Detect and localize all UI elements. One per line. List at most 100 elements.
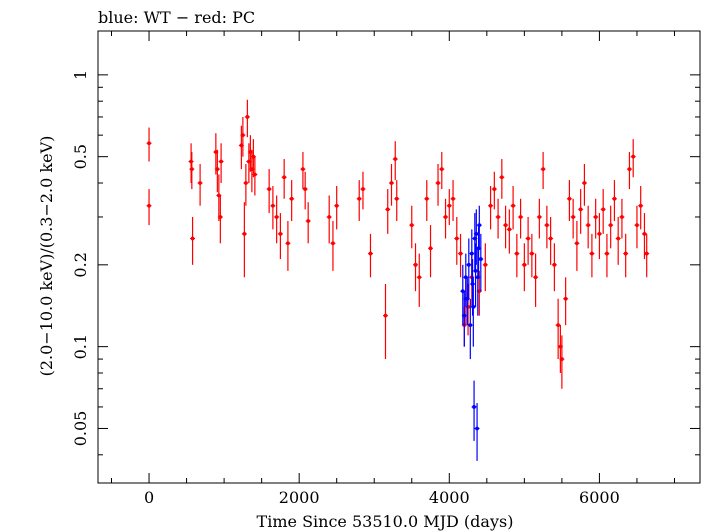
data-point <box>514 251 519 256</box>
data-point <box>631 154 636 159</box>
y-tick-label: 0.1 <box>71 334 90 359</box>
data-point <box>471 305 476 309</box>
data-point <box>282 175 287 180</box>
data-point <box>642 231 647 236</box>
data-point <box>511 203 515 208</box>
series-wt <box>460 205 484 461</box>
data-point <box>472 405 476 409</box>
data-point <box>474 231 479 236</box>
data-point <box>303 187 308 191</box>
data-point <box>526 236 531 241</box>
data-point <box>468 323 473 328</box>
data-point <box>477 223 482 228</box>
data-point <box>644 251 649 256</box>
data-point <box>190 236 195 241</box>
data-point <box>616 236 621 241</box>
data-point <box>533 275 538 280</box>
plot-area <box>146 99 650 461</box>
data-point <box>417 275 422 280</box>
data-point <box>492 187 497 191</box>
data-point <box>218 215 223 219</box>
y-axis-label: (2.0−10.0 keV)/(0.3−2.0 keV) <box>37 136 56 377</box>
data-point <box>424 196 429 201</box>
data-point <box>571 215 576 219</box>
data-point <box>243 181 248 185</box>
data-point <box>198 181 202 185</box>
data-point <box>443 215 448 219</box>
data-point <box>563 296 568 301</box>
data-point <box>556 323 561 328</box>
data-point <box>274 215 279 219</box>
data-point <box>215 167 220 172</box>
data-point <box>529 251 534 256</box>
data-point <box>147 141 151 146</box>
data-point <box>451 196 455 201</box>
x-axis-label: Time Since 53510.0 MJD (days) <box>257 512 514 531</box>
data-point <box>389 181 394 185</box>
data-point <box>469 251 474 256</box>
data-point <box>301 167 305 172</box>
data-point <box>278 231 283 236</box>
data-point <box>270 203 275 208</box>
plot-frame <box>97 30 701 484</box>
data-point <box>559 357 564 361</box>
data-point <box>306 219 311 223</box>
x-tick-label: 0 <box>144 488 154 507</box>
x-tick-label: 4000 <box>429 488 470 507</box>
data-point <box>478 257 483 261</box>
data-point <box>483 262 488 267</box>
data-point <box>189 167 194 172</box>
data-point <box>627 167 632 172</box>
data-point <box>601 207 606 212</box>
x-axis: 0 2000 4000 6000 <box>111 31 675 507</box>
data-point <box>499 175 504 180</box>
data-point <box>503 223 508 228</box>
data-point <box>623 251 628 256</box>
data-point <box>518 215 523 219</box>
data-point <box>368 251 373 256</box>
data-point <box>488 203 493 208</box>
data-point <box>544 223 549 228</box>
data-point <box>458 251 463 256</box>
data-point <box>331 241 335 246</box>
y-axis: 0.05 0.1 0.2 0.5 1 <box>71 70 700 456</box>
data-point <box>638 203 643 208</box>
y-tick-label: 0.05 <box>71 411 90 447</box>
data-point <box>608 223 613 228</box>
data-point <box>267 187 272 191</box>
data-point <box>586 223 591 228</box>
data-point <box>242 231 247 236</box>
data-point <box>439 167 444 172</box>
data-point <box>409 223 414 228</box>
data-point <box>361 187 365 191</box>
data-point <box>605 251 609 256</box>
data-point <box>252 172 257 177</box>
data-point <box>357 196 362 201</box>
data-point <box>567 196 572 201</box>
data-point <box>413 262 418 267</box>
data-point <box>620 215 624 219</box>
data-point <box>447 203 452 208</box>
data-point <box>582 181 587 185</box>
data-point <box>245 115 250 119</box>
data-point <box>590 251 594 256</box>
data-point <box>473 268 478 273</box>
data-point <box>393 157 398 161</box>
data-point <box>394 196 399 201</box>
data-point <box>578 207 583 212</box>
series-pc <box>146 99 650 389</box>
data-point <box>383 313 388 318</box>
data-point <box>593 215 598 219</box>
data-point <box>428 246 433 251</box>
data-point <box>462 313 467 318</box>
data-point <box>552 262 557 267</box>
data-point <box>219 159 224 164</box>
chart-title: blue: WT − red: PC <box>98 8 255 27</box>
y-tick-label: 0.2 <box>71 252 90 277</box>
data-point <box>454 236 459 241</box>
data-point <box>147 203 151 208</box>
data-point <box>522 262 527 267</box>
data-point <box>635 223 639 228</box>
data-point <box>574 241 579 246</box>
